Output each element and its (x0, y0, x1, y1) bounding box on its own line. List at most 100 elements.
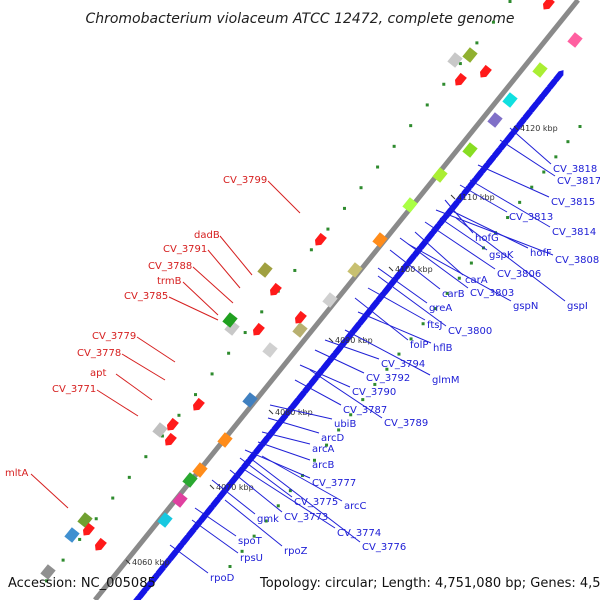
gene-arrow (192, 518, 203, 531)
accession-text: Accession: NC_005085 (8, 576, 156, 591)
gene-arrow (491, 146, 503, 159)
tick-dot (457, 276, 461, 280)
feature-block (64, 527, 80, 543)
gene-arrow (247, 450, 258, 463)
blue-leader (194, 507, 237, 537)
tick-dot (530, 185, 534, 189)
plus-gene-label: gspI (567, 301, 588, 312)
blue-leader (469, 179, 551, 228)
gene-arrow (185, 526, 197, 539)
tick-dot (578, 125, 582, 128)
tick-mark (513, 125, 519, 131)
plus-gene-label: greA (429, 303, 452, 314)
plus-gene-label: arcA (312, 444, 335, 455)
blue-leader (499, 139, 556, 177)
red-leader (207, 249, 241, 289)
tick-label: 4120 kbp (520, 124, 558, 133)
tick-dot (373, 382, 377, 386)
map-title: Chromobacterium violaceum ATCC 12472, co… (85, 11, 514, 27)
minus-gene-label: trmB (157, 276, 182, 287)
tick-dot (228, 565, 232, 568)
blue-leader (477, 164, 550, 198)
gene-arrow (418, 237, 429, 250)
red-leader (219, 235, 253, 276)
plus-gene-label: CV_3817 (557, 176, 600, 187)
red-leader (96, 389, 139, 417)
plus-gene-label: CV_3794 (381, 359, 425, 370)
blue-leader (244, 469, 336, 529)
gene-arrow (338, 336, 350, 349)
gene-arrow (271, 419, 283, 432)
plus-gene-label: rpsU (240, 553, 263, 564)
blue-leader (435, 209, 554, 256)
tick-dot (342, 206, 346, 210)
plus-gene-label: CV_3777 (312, 478, 356, 489)
blue-leader (414, 231, 464, 276)
minus-gene (193, 397, 205, 411)
feature-block (77, 512, 93, 528)
gene-arrow (534, 92, 546, 105)
plus-gene-label: CV_3790 (352, 387, 396, 398)
minus-gene (315, 232, 327, 246)
gene-arrow (289, 396, 301, 409)
blue-leader (377, 267, 428, 304)
blue-leader (354, 297, 409, 341)
plus-gene-label: carB (442, 289, 465, 300)
tick-dot (312, 458, 316, 462)
minus-gene (295, 310, 307, 324)
feature-block (262, 342, 278, 358)
tick-dot (349, 413, 353, 417)
plus-gene-label: CV_3776 (362, 542, 406, 553)
plus-gene-label: rpoD (210, 573, 235, 584)
feature-block (152, 422, 168, 438)
tick-mark (209, 484, 215, 490)
tick-dot (385, 367, 389, 371)
blue-leader (367, 287, 426, 321)
blue-leader (357, 311, 432, 344)
gene-arrow (332, 343, 344, 356)
tick-dot (506, 216, 510, 220)
tick-mark (268, 409, 274, 415)
feature-block (402, 197, 418, 213)
blue-leader (294, 379, 342, 406)
blue-leader (444, 199, 474, 234)
feature-block (372, 232, 388, 248)
feature-block (257, 262, 273, 278)
plus-gene-label: CV_3806 (497, 269, 541, 280)
plus-gene-label: ftsJ (427, 320, 442, 331)
blue-leader (509, 127, 552, 165)
feature-block (347, 262, 363, 278)
blue-leader (439, 217, 488, 251)
gene-arrow (149, 571, 160, 584)
tick-dot (421, 322, 425, 326)
gene-arrow (516, 115, 527, 128)
tick-dot (397, 352, 401, 356)
feature-block (192, 462, 208, 478)
feature-block (462, 142, 478, 158)
gene-arrow (345, 328, 356, 341)
feature-block (224, 320, 240, 336)
plus-gene-label: CV_3813 (509, 212, 553, 223)
tick-dot (264, 519, 268, 523)
plus-gene-label: glmM (432, 375, 460, 386)
blue-leader (424, 221, 496, 270)
feature-block (172, 492, 188, 508)
red-leader (182, 281, 219, 316)
gene-arrow (296, 389, 307, 402)
gene-track (40, 0, 583, 600)
tick-dot (276, 504, 280, 508)
gene-arrow (430, 222, 442, 235)
gene-arrow (381, 282, 393, 295)
blue-leader (269, 404, 333, 420)
gene-arrow (504, 130, 515, 143)
plus-gene-label: CV_3803 (470, 288, 514, 299)
minus-gene-label: CV_3779 (92, 331, 136, 342)
feature-block (217, 432, 233, 448)
tick-dot (300, 473, 304, 477)
tick-dot (469, 261, 473, 265)
gene-arrow (253, 442, 264, 455)
tick-dot (508, 0, 512, 3)
gene-arrow (155, 564, 166, 577)
blue-leader (389, 249, 441, 290)
gene-arrow (455, 191, 466, 204)
